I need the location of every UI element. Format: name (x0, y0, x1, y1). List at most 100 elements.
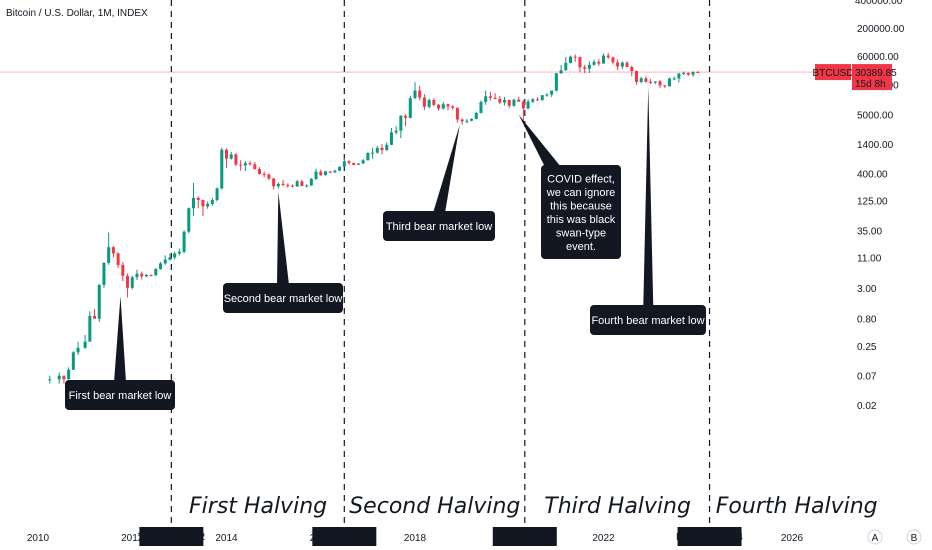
candle-63 (352, 162, 356, 166)
candle-50 (290, 184, 294, 188)
annotation-text: event. (566, 241, 596, 253)
candle-body (559, 70, 563, 74)
candle-123 (634, 70, 638, 85)
candle-34 (215, 187, 219, 202)
log-scale-icon: B (911, 533, 918, 544)
candle-32 (206, 201, 210, 209)
y-tick-label: 0.80 (857, 315, 877, 326)
candle-body (116, 253, 120, 265)
candle-72 (394, 126, 398, 135)
candle-22 (159, 262, 163, 270)
y-tick-label: 60000.00 (857, 52, 899, 63)
y-tick-label: 1400.00 (857, 140, 894, 151)
candle-75 (408, 95, 412, 119)
candle-130 (667, 77, 671, 87)
candle-body (314, 171, 318, 179)
candle-13 (116, 251, 120, 268)
candle-body (531, 99, 535, 102)
date-marker-bg (139, 527, 204, 546)
candle-body (432, 100, 436, 105)
candle-114 (592, 59, 596, 66)
candle-81 (437, 103, 441, 111)
candle-body (323, 171, 327, 176)
price-tag-value: 30389.85 (855, 68, 897, 79)
candle-body (168, 257, 172, 260)
y-tick-label: 0.07 (857, 372, 877, 383)
candle-66 (366, 152, 370, 161)
candle-97 (512, 99, 516, 107)
date-markers: Thu 01 Nov '12 Fri 01 Jul '16 Fri 01 May '… (138, 527, 743, 546)
log-scale-button[interactable] (906, 529, 922, 545)
candle-body (616, 62, 620, 67)
candle-body (210, 200, 214, 204)
candle-134 (686, 72, 690, 76)
candle-59 (333, 169, 337, 173)
candle-105 (550, 90, 554, 97)
annotation-pointer (518, 114, 561, 167)
candle-body (187, 208, 191, 232)
candle-body (290, 185, 294, 187)
candle-54 (309, 177, 313, 186)
candle-56 (319, 169, 323, 176)
candle-116 (602, 53, 605, 64)
annotations: First bear market low Second bear market … (65, 165, 706, 410)
annotation-box (223, 283, 343, 313)
candle-body (76, 347, 80, 353)
candle-body (257, 169, 261, 174)
price-tag-bg (852, 64, 892, 91)
candle-30 (196, 196, 200, 209)
candle-87 (465, 118, 469, 124)
auto-scale-button[interactable] (867, 529, 883, 545)
candle-body (97, 284, 101, 319)
candle-body (154, 269, 158, 276)
annotation-text: Second bear market low (224, 293, 343, 305)
candle-body (488, 96, 492, 98)
candle-121 (625, 61, 629, 68)
candle-11 (107, 232, 111, 265)
date-marker-label: Thu 01 Nov '12 (138, 532, 206, 543)
annotation-box (590, 305, 706, 335)
candle-body (399, 115, 403, 131)
candle-53 (305, 184, 309, 188)
y-tick-label: 3.00 (857, 284, 877, 295)
candles (48, 52, 700, 384)
candle-127 (653, 81, 657, 85)
x-tick-label: 2018 (404, 533, 427, 544)
candle-37 (229, 151, 233, 160)
annotation-pointer (114, 296, 126, 382)
candle-body (437, 104, 441, 109)
candle-body (380, 147, 384, 151)
candle-91 (484, 90, 488, 105)
candle-body (300, 181, 304, 187)
candle-body (408, 98, 412, 118)
candle-body (658, 81, 662, 86)
annotation-text: swan-type (556, 227, 606, 239)
candle-body (196, 197, 200, 201)
candle-body (135, 273, 139, 278)
candle-body (413, 90, 417, 99)
annotation-pointer (433, 124, 460, 213)
candle-45 (267, 173, 271, 181)
candle-body (611, 57, 615, 63)
halving-label: Third Halving (544, 494, 691, 519)
candle-body (630, 67, 634, 72)
date-marker: Fri 01 Jul '16 (312, 527, 377, 546)
candle-body (569, 56, 573, 63)
candle-body (587, 64, 591, 69)
candle-7 (88, 311, 92, 342)
candle-4 (71, 351, 75, 370)
candle-24 (168, 253, 172, 261)
candle-body (634, 71, 638, 82)
candle-106 (554, 73, 558, 92)
candle-12 (111, 245, 115, 258)
candle-27 (182, 230, 186, 254)
candle-body (163, 259, 167, 264)
candle-16 (130, 275, 134, 290)
date-marker-label: Fri 01 Jul '16 (316, 532, 373, 543)
candle-88 (470, 118, 474, 122)
candle-body (441, 104, 445, 109)
candle-body (602, 55, 605, 64)
candle-36 (225, 148, 228, 169)
candle-body (620, 62, 624, 67)
candle-129 (663, 85, 667, 88)
